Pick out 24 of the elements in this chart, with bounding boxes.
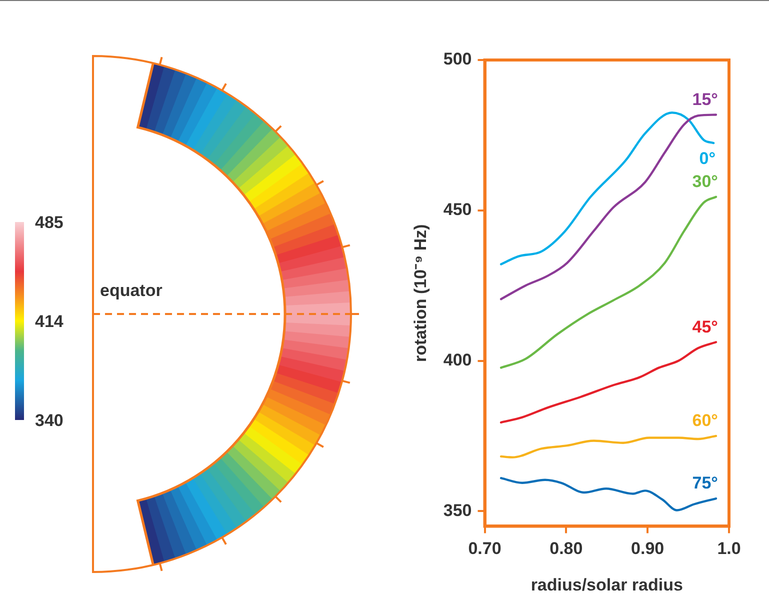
x-tick-label: 0.80 — [550, 539, 583, 558]
text: 340 — [35, 411, 64, 430]
x-tick-label: 1.0 — [717, 539, 741, 558]
series-label: 0° — [699, 149, 716, 168]
line-series — [500, 114, 718, 300]
y-tick-label: 350 — [443, 500, 472, 520]
series-label: 30° — [692, 172, 718, 192]
x-tick-label: 0.90 — [631, 539, 664, 558]
line-series — [500, 196, 718, 369]
series-label: 75° — [692, 474, 718, 493]
series-label: 15° — [692, 90, 718, 109]
line-series — [500, 476, 718, 512]
x-axis-title: radius/solar radius — [530, 575, 683, 594]
line-series — [500, 434, 718, 458]
series-label: 45° — [692, 317, 718, 336]
x-tick-label: 0.70 — [468, 539, 502, 558]
text: 414 — [35, 312, 64, 331]
series-label: 60° — [692, 411, 718, 430]
y-axis-title: rotation (10⁻⁹ Hz) — [410, 224, 430, 362]
y-tick-label: 500 — [443, 50, 472, 69]
text: equator — [100, 281, 162, 300]
y-tick-label: 450 — [443, 200, 472, 220]
text: 485 — [35, 213, 64, 232]
y-tick-label: 400 — [443, 350, 472, 370]
